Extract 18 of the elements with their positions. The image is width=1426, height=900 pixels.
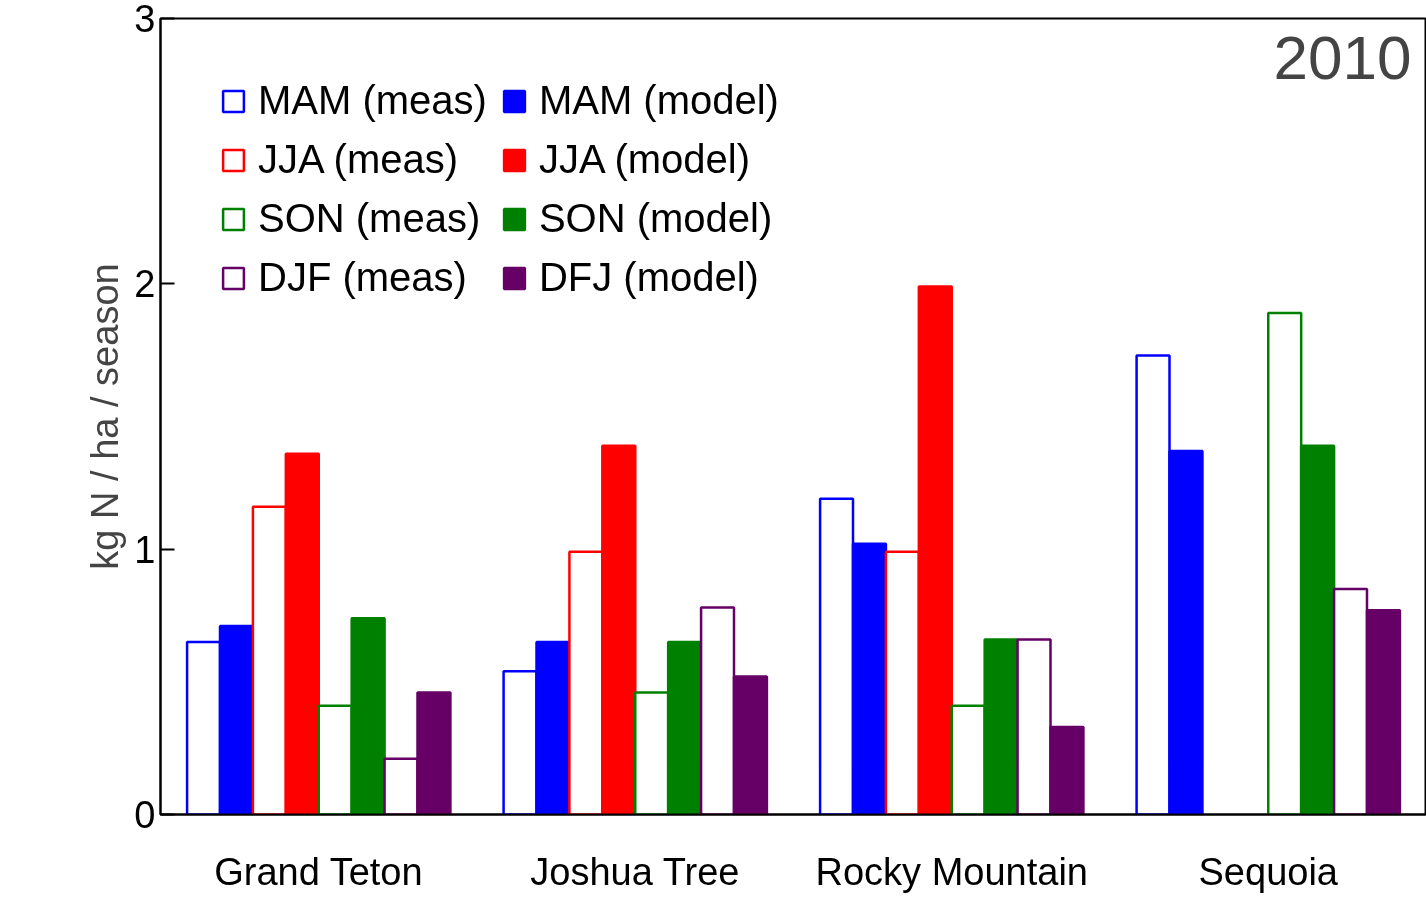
- legend-label: DFJ (model): [538, 255, 759, 300]
- y-tick-label: 3: [134, 0, 156, 40]
- x-tick-label: Rocky Mountain: [815, 850, 1088, 893]
- legend-label: SON (model): [538, 196, 773, 241]
- legend-label: DJF (meas): [258, 255, 467, 300]
- x-tick-label: Grand Teton: [214, 850, 423, 893]
- legend-label: JJA (model): [538, 137, 751, 182]
- legend-label: SON (meas): [258, 196, 481, 241]
- legend-label: JJA (meas): [258, 137, 459, 182]
- x-tick-label: Sequoia: [1198, 850, 1339, 893]
- annotation: 2010: [1273, 22, 1412, 92]
- y-tick-label: 0: [134, 794, 156, 836]
- legend-label: MAM (meas): [258, 78, 487, 123]
- y-tick-label: 1: [134, 528, 156, 571]
- y-axis-title: kg N / ha / season: [84, 263, 127, 570]
- legend-label: MAM (model): [538, 78, 779, 123]
- x-tick-label: Joshua Tree: [530, 850, 740, 893]
- y-tick-label: 2: [134, 263, 156, 306]
